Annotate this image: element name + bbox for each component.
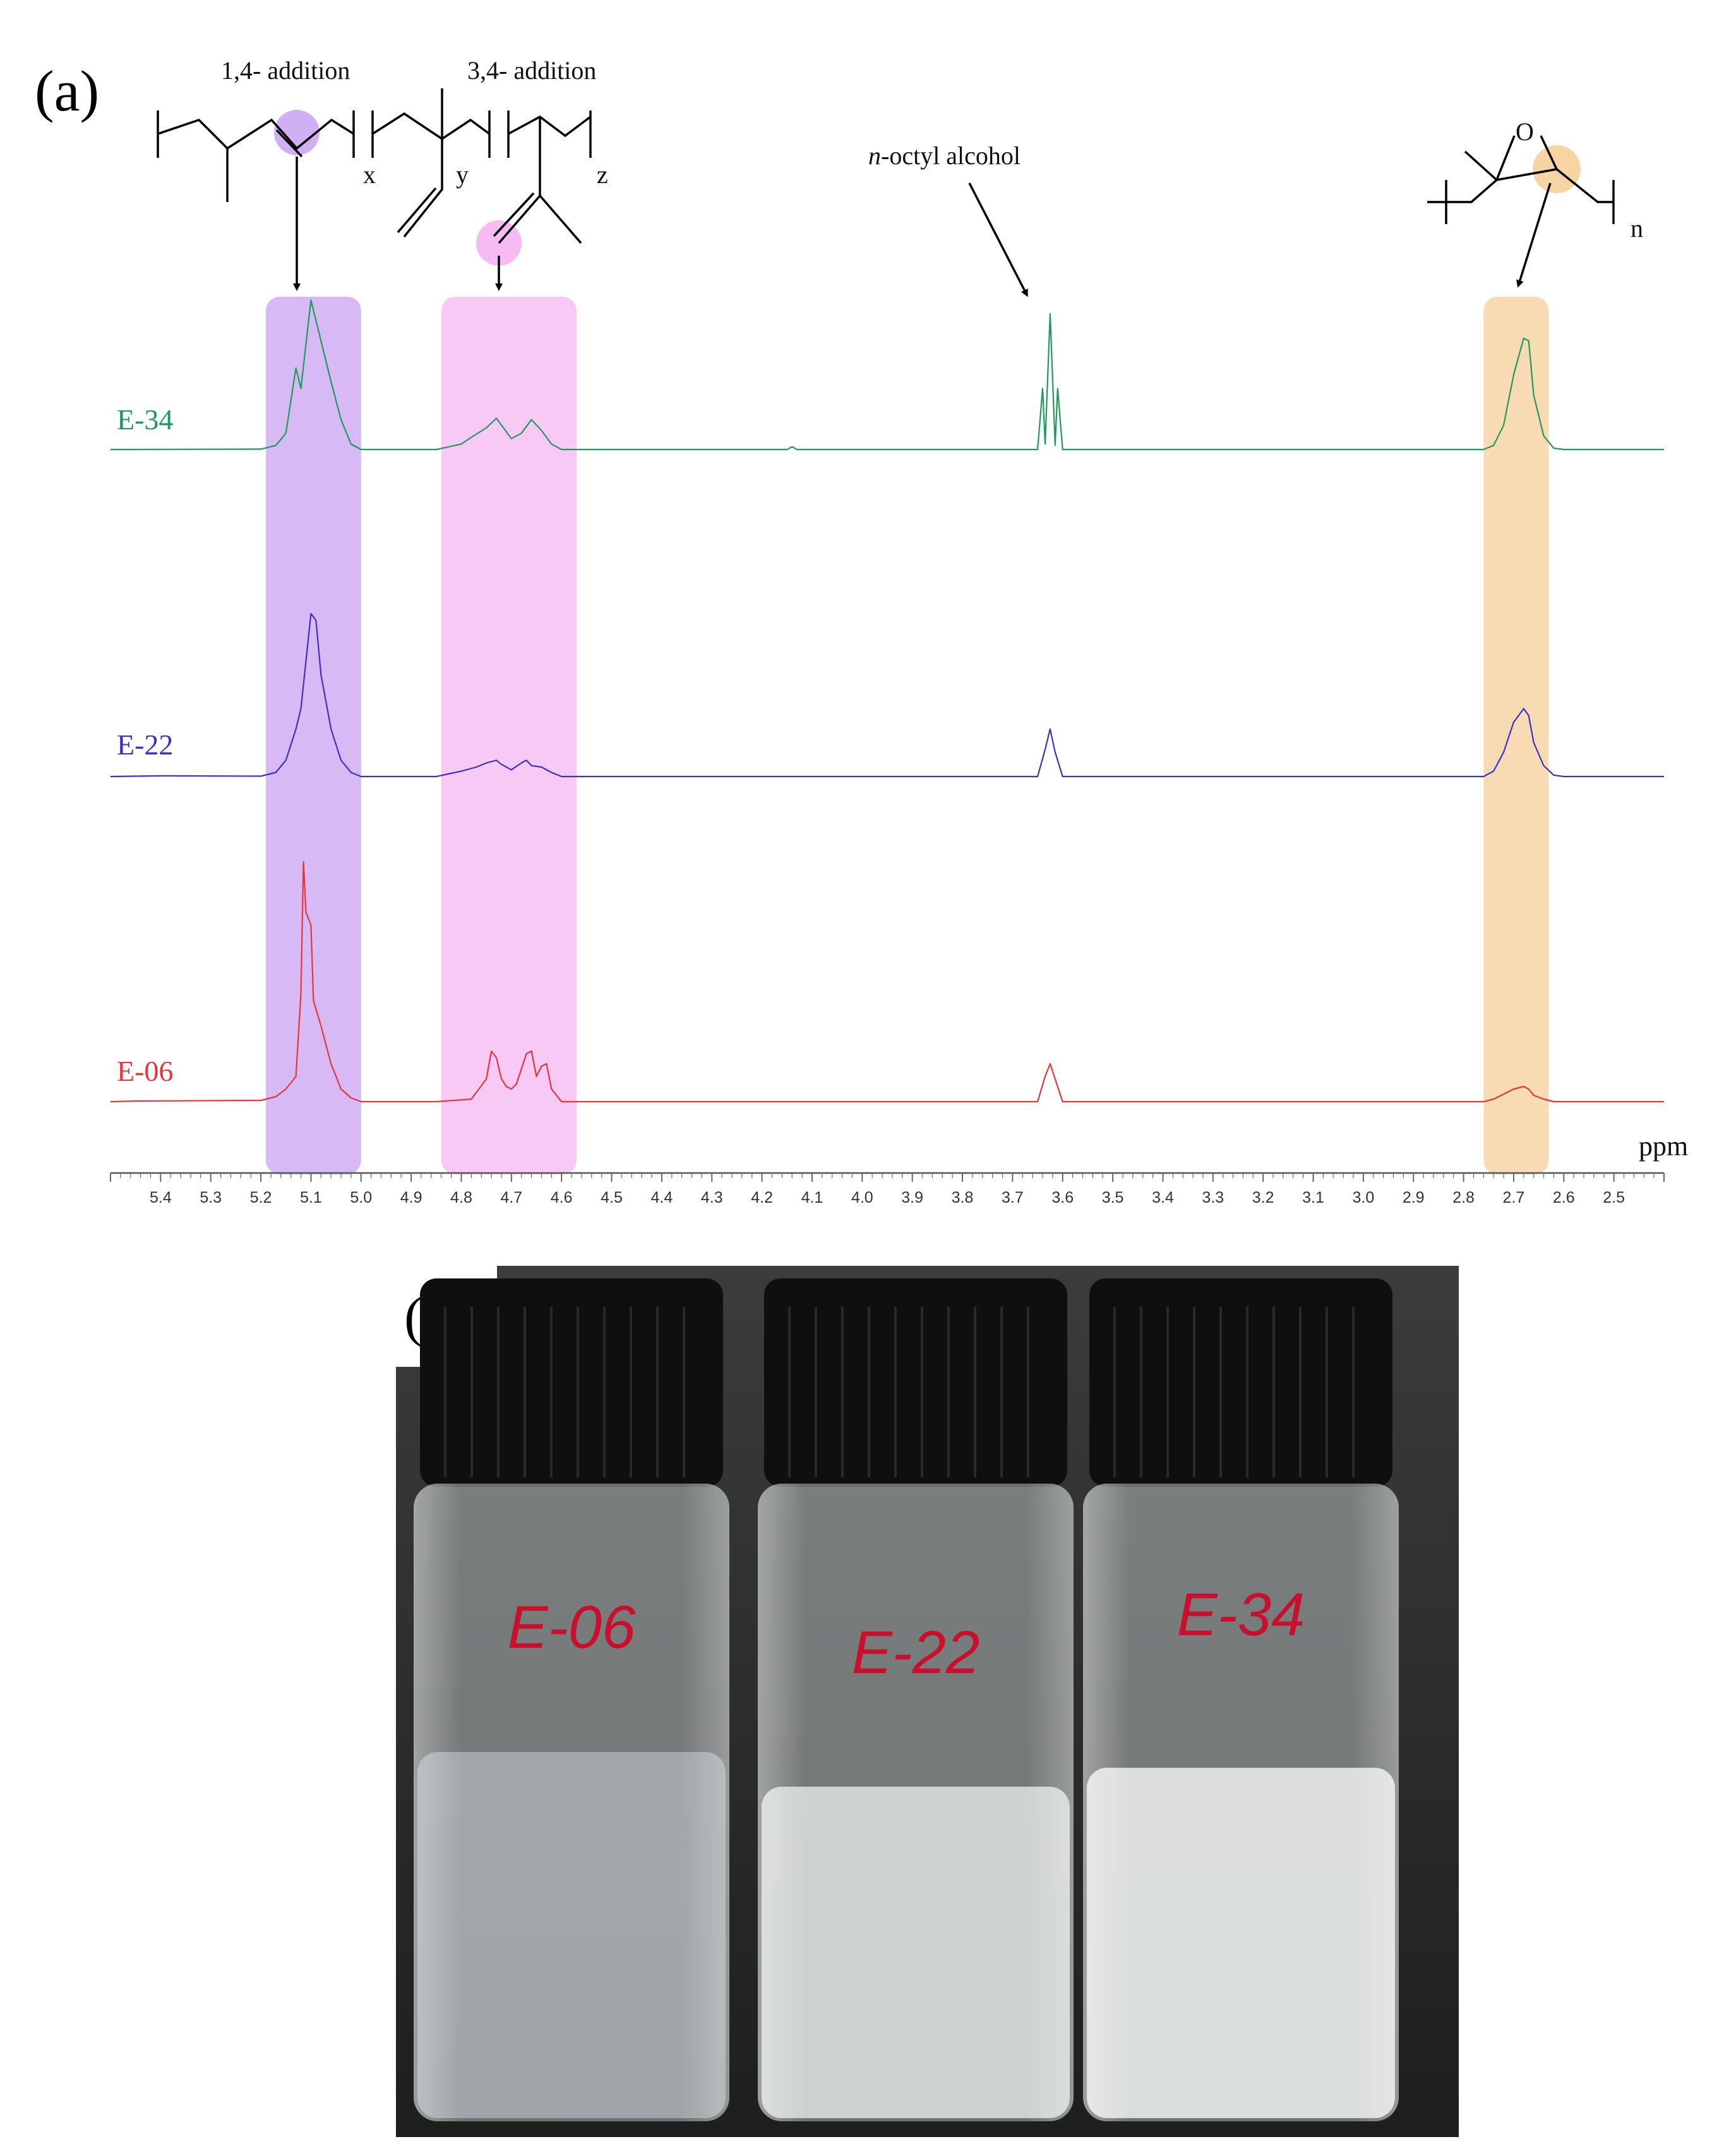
x-tick-label: 5.0: [350, 1189, 372, 1206]
x-tick-label: 5.3: [200, 1189, 222, 1206]
x-tick-label: 3.9: [901, 1189, 923, 1206]
x-axis-ticks: 5.4 5.3 5.2 5.1 5.0 4.9 4.8 4.7 4.6 4.5 4.4 4.3 4.2 4…: [110, 1173, 1665, 1206]
series-label-e-34: E-34: [117, 403, 173, 436]
x-tick-label: 4.4: [651, 1189, 673, 1206]
vial-reflection: [758, 1484, 1074, 2121]
vial-reflection: [414, 1484, 729, 2121]
vial-handwritten-label: E-06: [508, 1593, 636, 1661]
panel-a-label: (a): [35, 59, 99, 123]
x-tick-label: 2.7: [1503, 1189, 1525, 1206]
vial-cap: [420, 1278, 723, 1487]
vial-cap: [1089, 1278, 1392, 1487]
x-tick-label: 4.6: [551, 1189, 573, 1206]
epoxide-structure: [1427, 135, 1615, 288]
vial-cap: [764, 1278, 1067, 1487]
panel-a: (a) 1,4- add: [35, 56, 1688, 1206]
x-tick-label: 4.1: [801, 1189, 823, 1206]
vial-handwritten-label: E-34: [1177, 1581, 1305, 1648]
highlight-1-4-addition: [266, 297, 361, 1174]
highlight-3-4-addition: [441, 297, 577, 1174]
x-tick-label: 4.7: [500, 1189, 522, 1206]
vial-handwritten-label: E-22: [852, 1619, 980, 1686]
x-tick-label: 3.7: [1002, 1189, 1024, 1206]
highlight-dot-1-4: [274, 110, 320, 155]
x-tick-label: 5.4: [150, 1189, 172, 1206]
x-tick-label: 3.0: [1352, 1189, 1374, 1206]
subscript-n: n: [1631, 214, 1643, 242]
x-tick-label: 4.5: [601, 1189, 623, 1206]
series-label-e-22: E-22: [117, 729, 173, 761]
annotation-1-4-addition: 1,4- addition: [221, 56, 350, 85]
octyl-prefix: n: [868, 141, 881, 170]
x-tick-label: 3.5: [1102, 1189, 1124, 1206]
x-axis-label: ppm: [1639, 1131, 1688, 1162]
vials: E-06 E-22 E-34: [414, 1278, 1399, 2121]
series-label-e-06: E-06: [117, 1055, 173, 1087]
x-tick-label: 4.9: [400, 1189, 422, 1206]
panel-b: (b) E-06E-22E-34: [396, 1266, 1459, 2137]
annotation-3-4-addition: 3,4- addition: [467, 56, 596, 85]
x-tick-label: 3.4: [1152, 1189, 1174, 1206]
vial: E-06: [414, 1278, 729, 2121]
subscript-z: z: [597, 160, 608, 189]
x-tick-label: 3.1: [1302, 1189, 1324, 1206]
x-tick-label: 4.2: [751, 1189, 773, 1206]
spectrum-e-22: [110, 612, 1664, 778]
polyisoprene-structure: [157, 88, 592, 291]
spectrum-e-34: [110, 299, 1664, 451]
subscript-y: y: [456, 160, 469, 189]
x-tick-label: 3.2: [1252, 1189, 1274, 1206]
x-tick-label: 2.6: [1553, 1189, 1575, 1206]
x-tick-label: 3.6: [1051, 1189, 1074, 1206]
x-tick-label: 4.0: [851, 1189, 873, 1206]
octyl-rest: -octyl alcohol: [881, 141, 1021, 170]
subscript-x: x: [363, 160, 376, 189]
x-tick-label: 4.3: [701, 1189, 723, 1206]
epoxide-oxygen: O: [1516, 117, 1534, 146]
spectra: E-34 E-22 E-06: [110, 299, 1664, 1103]
x-tick-label: 5.2: [250, 1189, 272, 1206]
x-tick-label: 4.8: [450, 1189, 472, 1206]
x-tick-label: 3.8: [952, 1189, 974, 1206]
x-tick-label: 2.9: [1403, 1189, 1425, 1206]
x-tick-label: 2.8: [1452, 1189, 1475, 1206]
x-tick-label: 2.5: [1603, 1189, 1625, 1206]
x-tick-label: 3.3: [1202, 1189, 1224, 1206]
svg-text:n-octyl alcohol: n-octyl alcohol: [868, 141, 1021, 170]
spectrum-e-06: [110, 861, 1664, 1103]
vial-reflection: [1083, 1484, 1399, 2121]
octyl-alcohol-annotation: n-octyl alcohol: [868, 141, 1028, 297]
highlight-epoxide: [1483, 297, 1549, 1174]
x-tick-label: 5.1: [300, 1189, 322, 1206]
vial: E-34: [1083, 1278, 1399, 2121]
vial: E-22: [758, 1278, 1074, 2121]
